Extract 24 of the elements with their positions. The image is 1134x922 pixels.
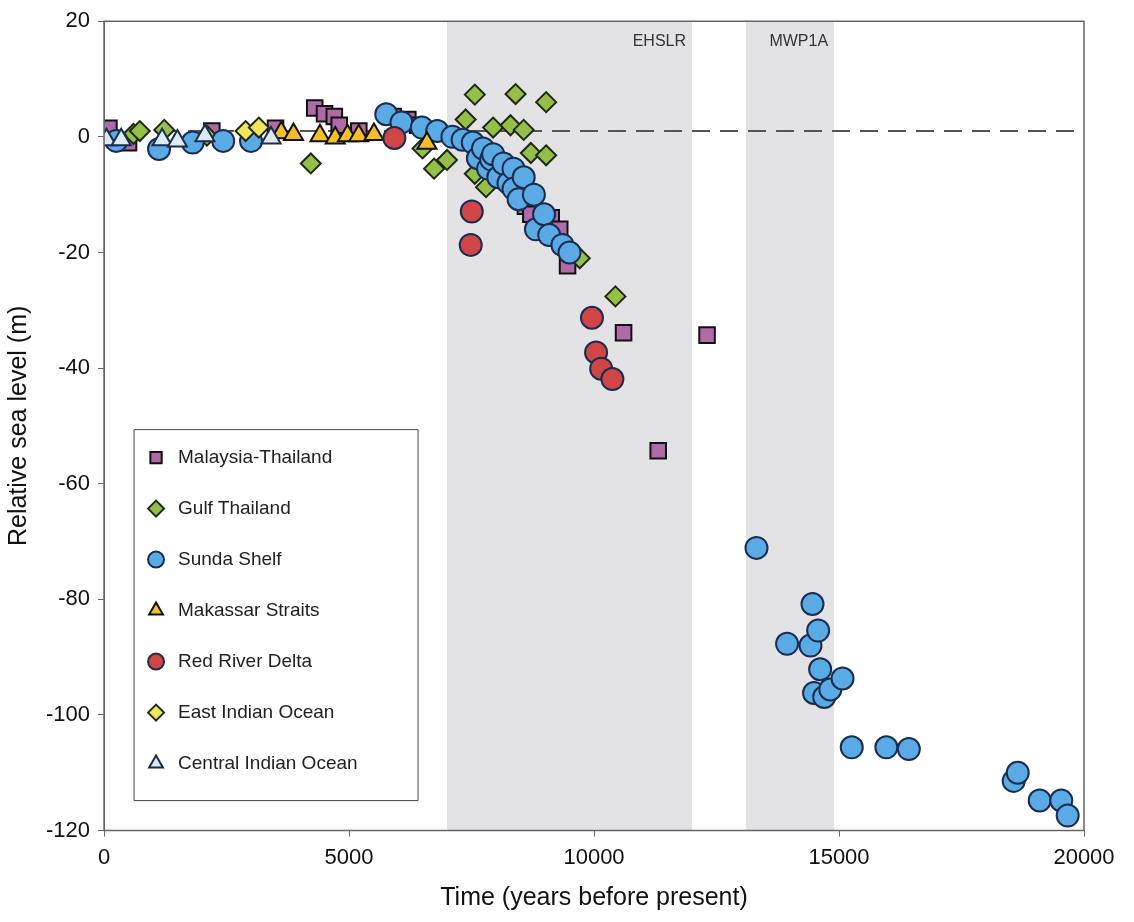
legend-label: Sunda Shelf [178,547,283,569]
y-tick-label: -100 [45,701,91,727]
y-tick-label: -80 [58,585,91,611]
x-tick-label: 0 [97,843,111,869]
y-tick-label: 0 [77,122,91,148]
x-tick-label: 15000 [808,843,870,869]
y-tick-label: -20 [58,238,91,264]
y-tick-label: -120 [45,816,91,842]
legend-label: Red River Delta [178,649,313,671]
x-tick-label: 5000 [324,843,374,869]
y-tick-label: -60 [58,469,91,495]
band-label: MWP1A [769,31,829,49]
y-axis-title: Relative sea level (m) [2,305,31,547]
legend-label: Gulf Thailand [178,496,291,518]
legend-label: East Indian Ocean [178,700,335,722]
legend-label: Makassar Straits [178,598,320,620]
x-tick-label: 20000 [1053,843,1115,869]
band-label: EHSLR [632,31,687,49]
y-tick-label: 20 [65,7,91,33]
y-tick-label: -40 [58,354,91,380]
x-axis-title: Time (years before present) [440,881,748,910]
legend-label: Central Indian Ocean [178,751,358,773]
legend-label: Malaysia-Thailand [178,445,333,467]
x-tick-label: 10000 [563,843,625,869]
